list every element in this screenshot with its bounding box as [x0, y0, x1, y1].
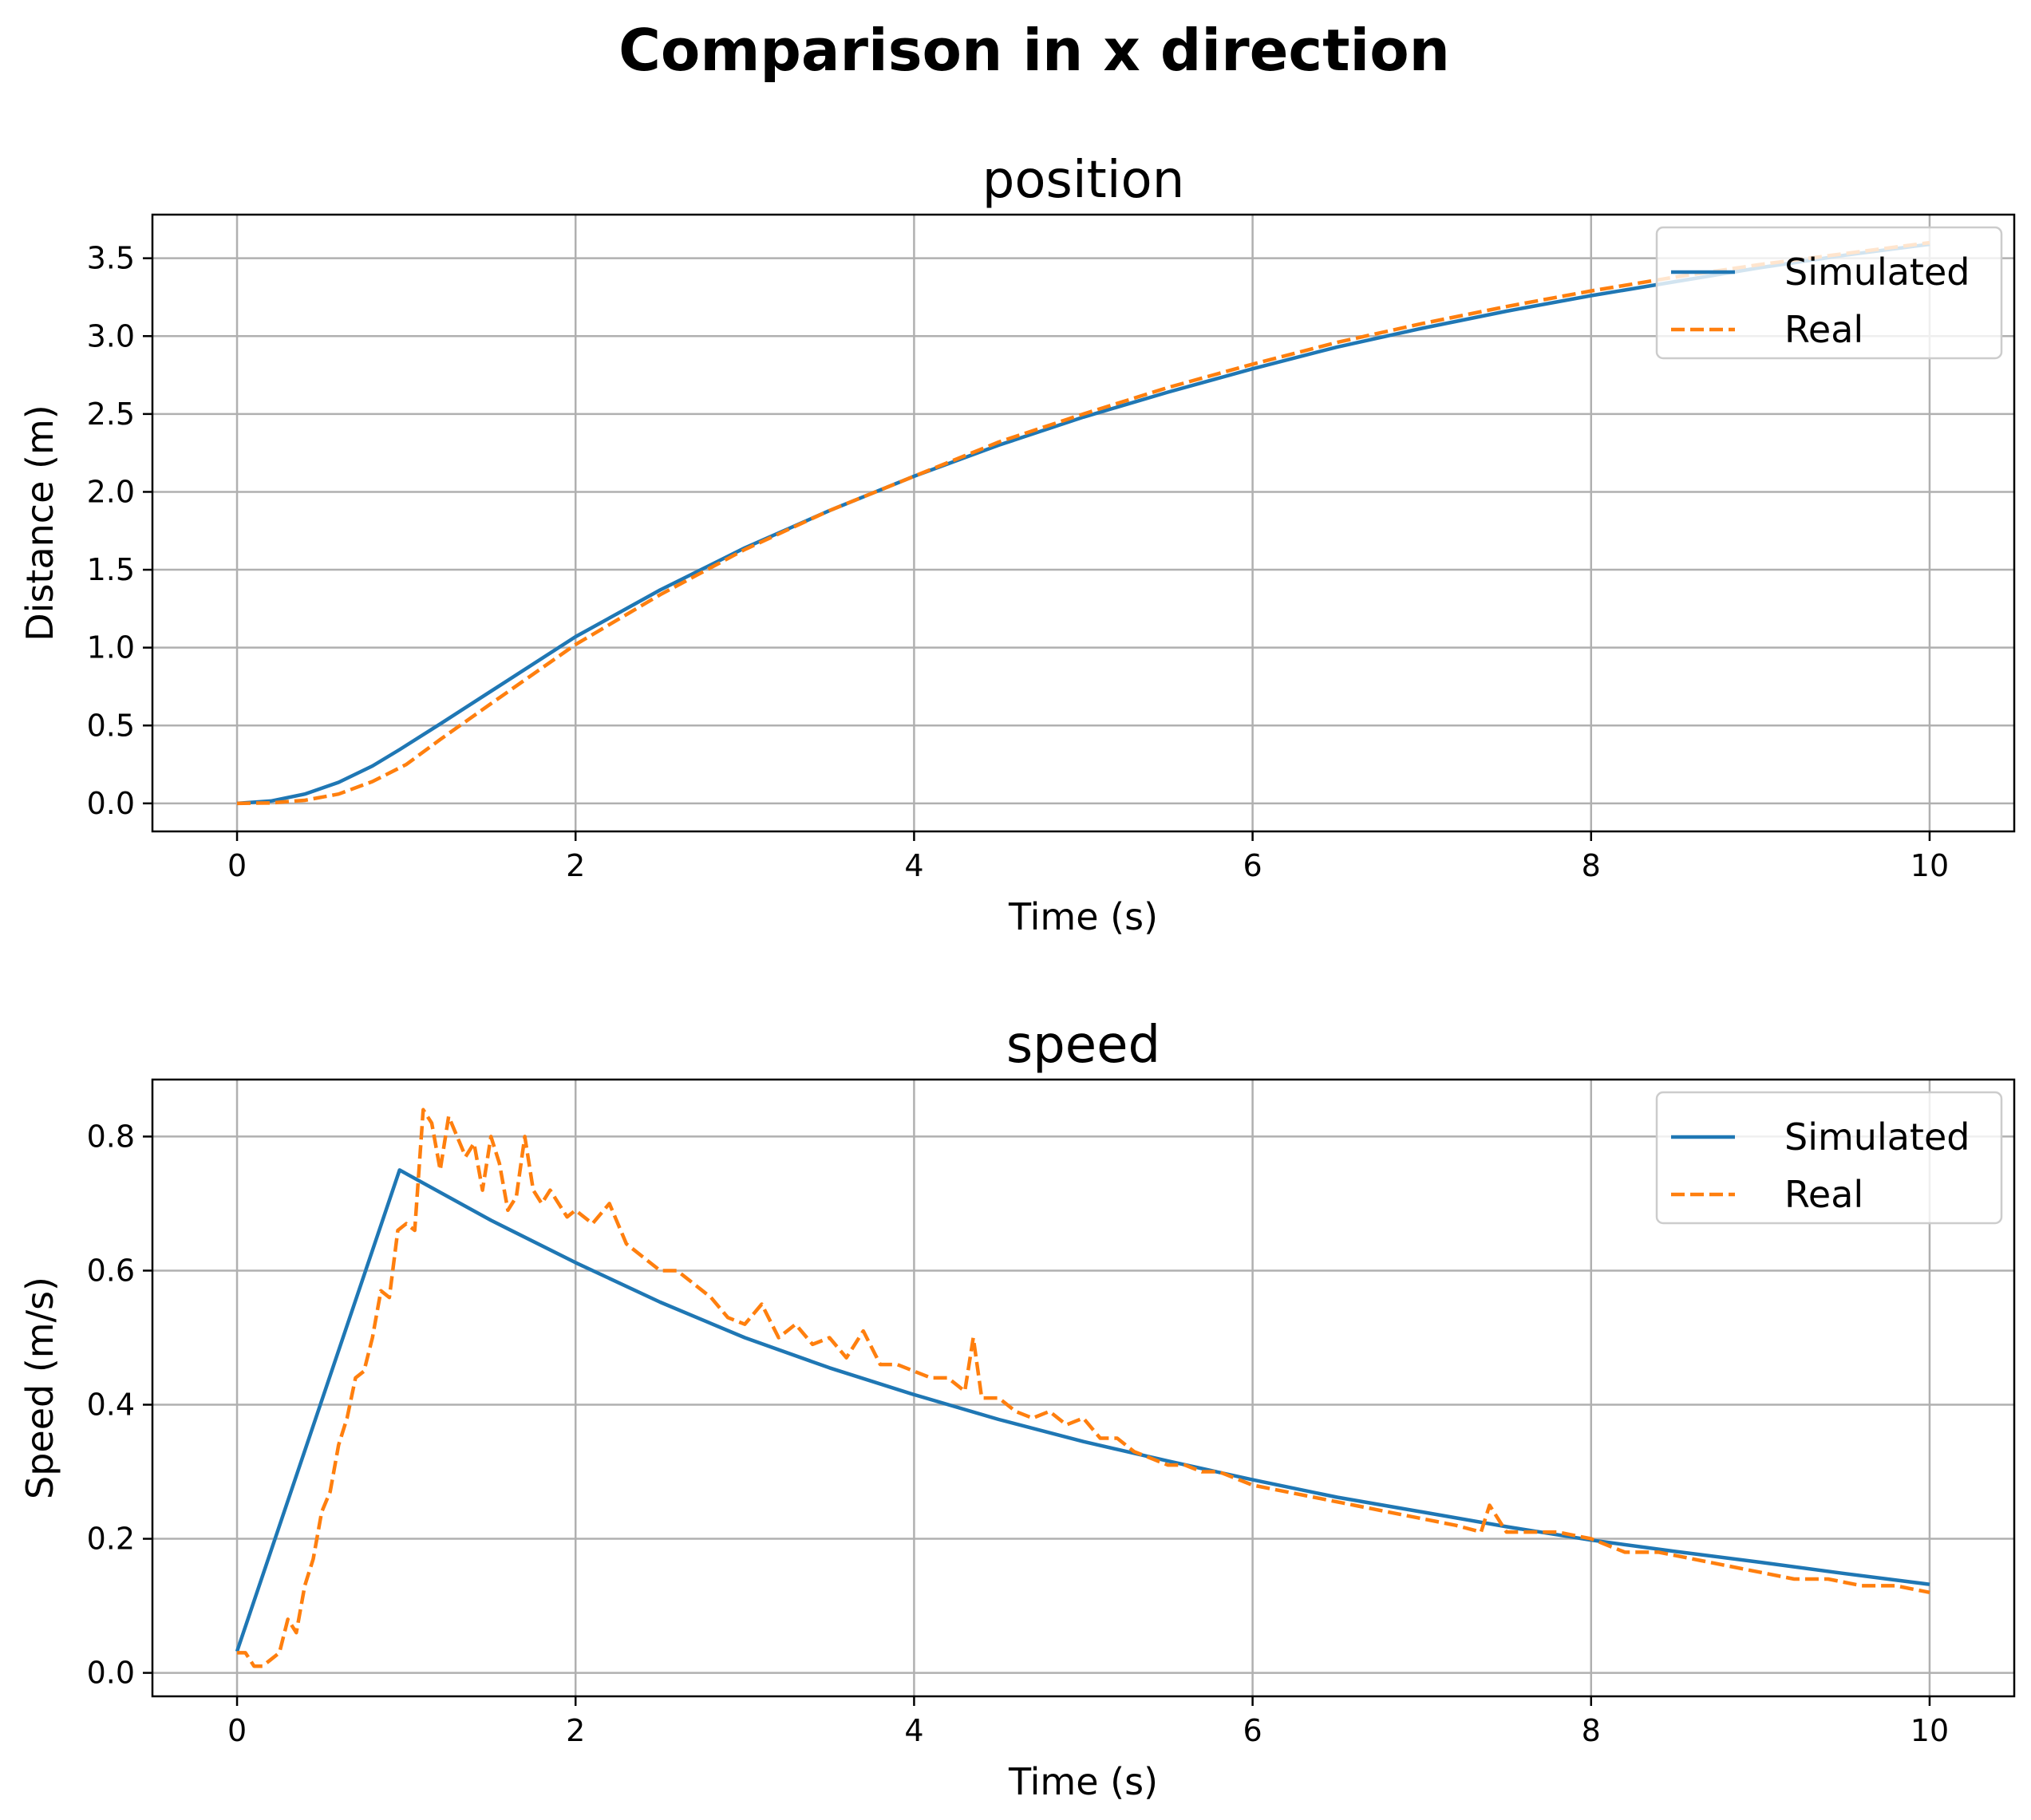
- speed-y-tick-label: 0.8: [87, 1119, 135, 1154]
- position-y-tick-label: 3.0: [87, 318, 135, 353]
- position-series-real: [236, 240, 1930, 806]
- speed-series-real: [237, 1107, 1930, 1668]
- position-subplot: position Time (s) Distance (m) 0 2 4 6 8 10 0.…: [18, 151, 2016, 938]
- position-y-tick-label: 1.5: [87, 552, 135, 587]
- speed-legend-label-real: Real: [1784, 1173, 1863, 1216]
- position-legend-label-real: Real: [1784, 308, 1863, 351]
- speed-x-axis-label: Time (s): [1008, 1760, 1158, 1803]
- position-x-tick-label: 0: [227, 848, 247, 883]
- speed-x-tick-label: 6: [1243, 1713, 1262, 1748]
- position-y-tick-label: 0.5: [87, 708, 135, 743]
- speed-y-axis-label: Speed (m/s): [18, 1277, 61, 1499]
- speed-y-tick-label: 0.2: [87, 1522, 135, 1557]
- position-x-tick-label: 2: [566, 848, 585, 883]
- position-legend-box: [1655, 226, 2003, 360]
- position-x-tick-label: 6: [1243, 848, 1262, 883]
- position-x-axis-label: Time (s): [1008, 895, 1158, 938]
- speed-legend-label-simulated: Simulated: [1784, 1115, 1970, 1159]
- speed-y-tick-label: 0.6: [87, 1253, 135, 1288]
- position-y-tick-label: 1.0: [87, 630, 135, 665]
- position-y-tick-label: 2.0: [87, 474, 135, 509]
- speed-subplot: speed Time (s) Speed (m/s) 0 2 4 6 8 10 0.0 0.2…: [18, 1016, 2016, 1803]
- speed-x-tick-label: 8: [1582, 1713, 1601, 1748]
- position-x-tick-label: 4: [904, 848, 923, 883]
- speed-series-simulated: [235, 1168, 1930, 1652]
- position-x-tick-label: 8: [1582, 848, 1601, 883]
- position-legend: Simulated Real: [1655, 226, 2003, 360]
- speed-axes-frame: [151, 1078, 2016, 1698]
- speed-legend: Simulated Real: [1655, 1091, 2003, 1225]
- speed-subplot-title: speed: [1006, 1016, 1160, 1075]
- speed-x-tick-label: 4: [904, 1713, 923, 1748]
- position-x-tick-label: 10: [1910, 848, 1949, 883]
- speed-x-tick-label: 0: [227, 1713, 247, 1748]
- position-y-tick-label: 2.5: [87, 397, 135, 432]
- position-series-simulated: [236, 242, 1930, 806]
- position-subplot-title: position: [982, 151, 1185, 210]
- position-y-tick-label: 3.5: [87, 241, 135, 276]
- speed-x-tick-label: 10: [1910, 1713, 1949, 1748]
- speed-x-tick-label: 2: [566, 1713, 585, 1748]
- position-legend-label-simulated: Simulated: [1784, 251, 1970, 294]
- position-y-axis-label: Distance (m): [18, 405, 61, 641]
- figure-title: Comparison in x direction: [618, 17, 1450, 84]
- speed-y-tick-label: 0.0: [87, 1656, 135, 1691]
- speed-y-tick-label: 0.4: [87, 1388, 135, 1423]
- position-axes-frame: [151, 213, 2016, 833]
- speed-legend-box: [1655, 1091, 2003, 1225]
- position-y-tick-label: 0.0: [87, 786, 135, 821]
